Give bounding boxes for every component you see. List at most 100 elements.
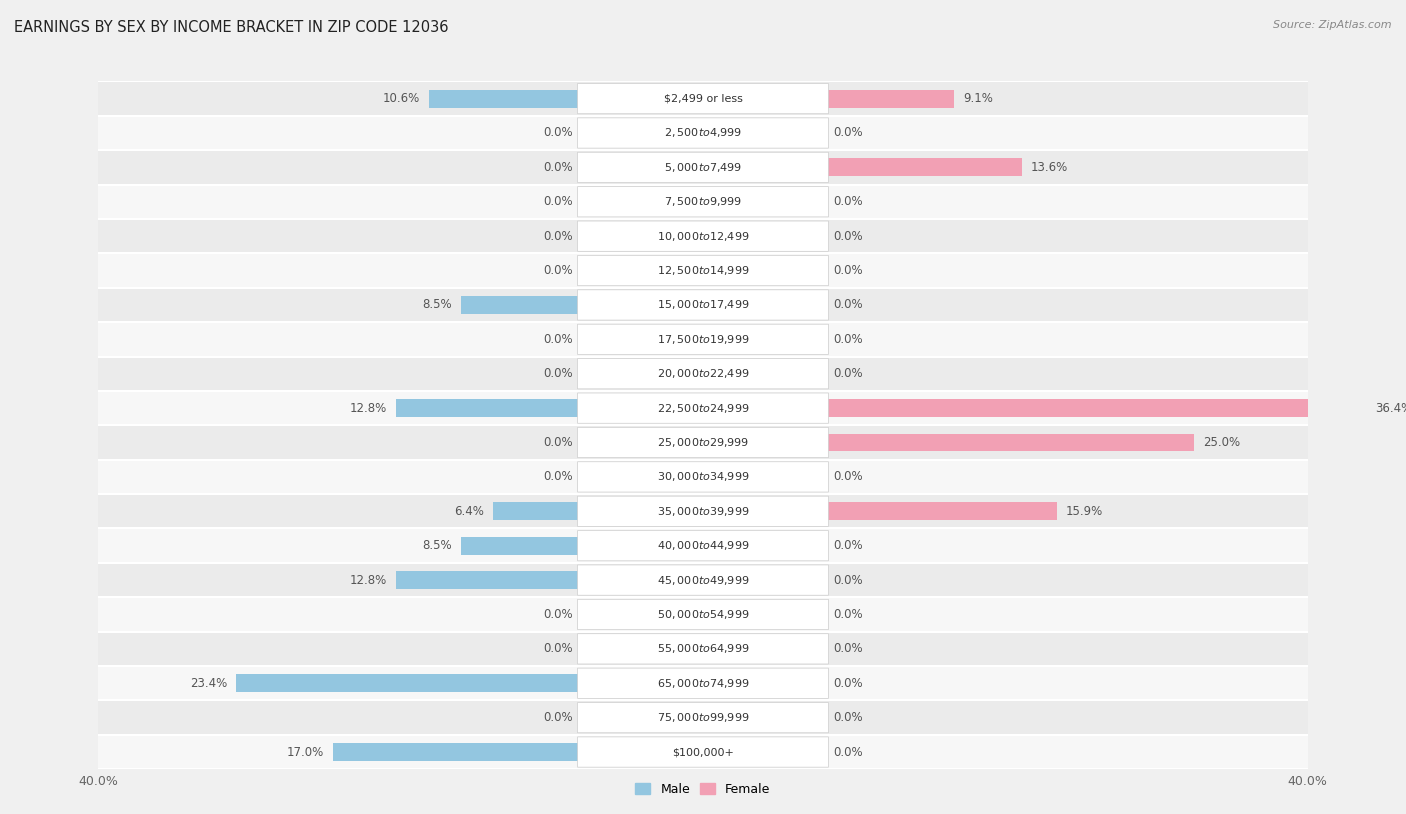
Text: 15.9%: 15.9% — [1066, 505, 1102, 518]
Text: $50,000 to $54,999: $50,000 to $54,999 — [657, 608, 749, 621]
Bar — [98, 597, 1308, 632]
Text: 0.0%: 0.0% — [832, 676, 863, 689]
Text: 12.8%: 12.8% — [350, 401, 387, 414]
Bar — [98, 700, 1308, 735]
Text: 0.0%: 0.0% — [543, 367, 574, 380]
Text: 8.5%: 8.5% — [422, 299, 453, 312]
Text: $2,499 or less: $2,499 or less — [664, 94, 742, 103]
Bar — [817, 365, 824, 383]
Bar — [817, 159, 1022, 177]
Text: 36.4%: 36.4% — [1375, 401, 1406, 414]
Text: 0.0%: 0.0% — [543, 126, 574, 139]
Bar — [817, 90, 953, 107]
Bar — [98, 116, 1308, 150]
Bar — [98, 666, 1308, 700]
Text: 0.0%: 0.0% — [832, 711, 863, 724]
Text: $65,000 to $74,999: $65,000 to $74,999 — [657, 676, 749, 689]
Bar — [98, 185, 1308, 219]
Text: 9.1%: 9.1% — [963, 92, 993, 105]
Bar — [98, 151, 1308, 185]
Text: $30,000 to $34,999: $30,000 to $34,999 — [657, 470, 749, 484]
Text: $15,000 to $17,499: $15,000 to $17,499 — [657, 299, 749, 312]
Bar — [582, 365, 589, 383]
Bar — [98, 219, 1308, 253]
Text: 0.0%: 0.0% — [543, 230, 574, 243]
Bar — [582, 330, 589, 348]
FancyBboxPatch shape — [578, 186, 828, 217]
Bar — [817, 743, 824, 761]
Text: 0.0%: 0.0% — [832, 299, 863, 312]
FancyBboxPatch shape — [578, 393, 828, 423]
Text: 17.0%: 17.0% — [287, 746, 323, 759]
Bar — [494, 502, 589, 520]
FancyBboxPatch shape — [578, 152, 828, 182]
Text: $5,000 to $7,499: $5,000 to $7,499 — [664, 161, 742, 174]
Bar — [98, 425, 1308, 460]
Bar — [98, 288, 1308, 322]
Text: $2,500 to $4,999: $2,500 to $4,999 — [664, 126, 742, 139]
Text: 0.0%: 0.0% — [832, 642, 863, 655]
Text: $75,000 to $99,999: $75,000 to $99,999 — [657, 711, 749, 724]
Bar — [817, 193, 824, 211]
Text: 0.0%: 0.0% — [832, 746, 863, 759]
Text: $17,500 to $19,999: $17,500 to $19,999 — [657, 333, 749, 346]
Bar — [817, 709, 824, 727]
Text: 0.0%: 0.0% — [832, 470, 863, 484]
Text: $25,000 to $29,999: $25,000 to $29,999 — [657, 436, 749, 449]
Text: 0.0%: 0.0% — [832, 230, 863, 243]
Bar — [396, 399, 589, 417]
Text: $22,500 to $24,999: $22,500 to $24,999 — [657, 401, 749, 414]
FancyBboxPatch shape — [578, 702, 828, 733]
Bar — [582, 468, 589, 486]
Bar — [817, 261, 824, 279]
Bar — [817, 502, 1057, 520]
Bar — [817, 536, 824, 554]
Text: 0.0%: 0.0% — [543, 642, 574, 655]
Bar — [98, 735, 1308, 769]
FancyBboxPatch shape — [578, 359, 828, 389]
Text: $10,000 to $12,499: $10,000 to $12,499 — [657, 230, 749, 243]
Text: $7,500 to $9,999: $7,500 to $9,999 — [664, 195, 742, 208]
Bar — [98, 391, 1308, 425]
Text: 0.0%: 0.0% — [543, 161, 574, 174]
Text: 0.0%: 0.0% — [832, 539, 863, 552]
Bar — [582, 434, 589, 452]
Text: 0.0%: 0.0% — [832, 126, 863, 139]
Text: 12.8%: 12.8% — [350, 574, 387, 587]
Bar — [582, 124, 589, 142]
FancyBboxPatch shape — [578, 118, 828, 148]
Text: $40,000 to $44,999: $40,000 to $44,999 — [657, 539, 749, 552]
Bar — [98, 81, 1308, 116]
Bar — [817, 227, 824, 245]
Text: 0.0%: 0.0% — [543, 436, 574, 449]
FancyBboxPatch shape — [578, 290, 828, 320]
Text: 0.0%: 0.0% — [543, 470, 574, 484]
Bar — [582, 159, 589, 177]
Bar — [582, 227, 589, 245]
Bar — [817, 330, 824, 348]
Bar — [582, 709, 589, 727]
Bar — [817, 296, 824, 314]
Bar — [817, 571, 824, 589]
Text: 0.0%: 0.0% — [832, 367, 863, 380]
Text: 0.0%: 0.0% — [543, 264, 574, 277]
Text: $55,000 to $64,999: $55,000 to $64,999 — [657, 642, 749, 655]
FancyBboxPatch shape — [578, 531, 828, 561]
Bar — [98, 357, 1308, 391]
Bar — [98, 563, 1308, 597]
Text: EARNINGS BY SEX BY INCOME BRACKET IN ZIP CODE 12036: EARNINGS BY SEX BY INCOME BRACKET IN ZIP… — [14, 20, 449, 35]
Bar — [98, 460, 1308, 494]
FancyBboxPatch shape — [578, 256, 828, 286]
FancyBboxPatch shape — [578, 634, 828, 664]
Text: 10.6%: 10.6% — [382, 92, 420, 105]
Bar — [429, 90, 589, 107]
Text: $35,000 to $39,999: $35,000 to $39,999 — [657, 505, 749, 518]
Text: 25.0%: 25.0% — [1204, 436, 1240, 449]
Legend: Male, Female: Male, Female — [630, 778, 776, 801]
FancyBboxPatch shape — [578, 221, 828, 252]
Bar — [582, 193, 589, 211]
FancyBboxPatch shape — [578, 599, 828, 629]
Text: 8.5%: 8.5% — [422, 539, 453, 552]
Bar — [98, 528, 1308, 563]
Text: 0.0%: 0.0% — [832, 264, 863, 277]
